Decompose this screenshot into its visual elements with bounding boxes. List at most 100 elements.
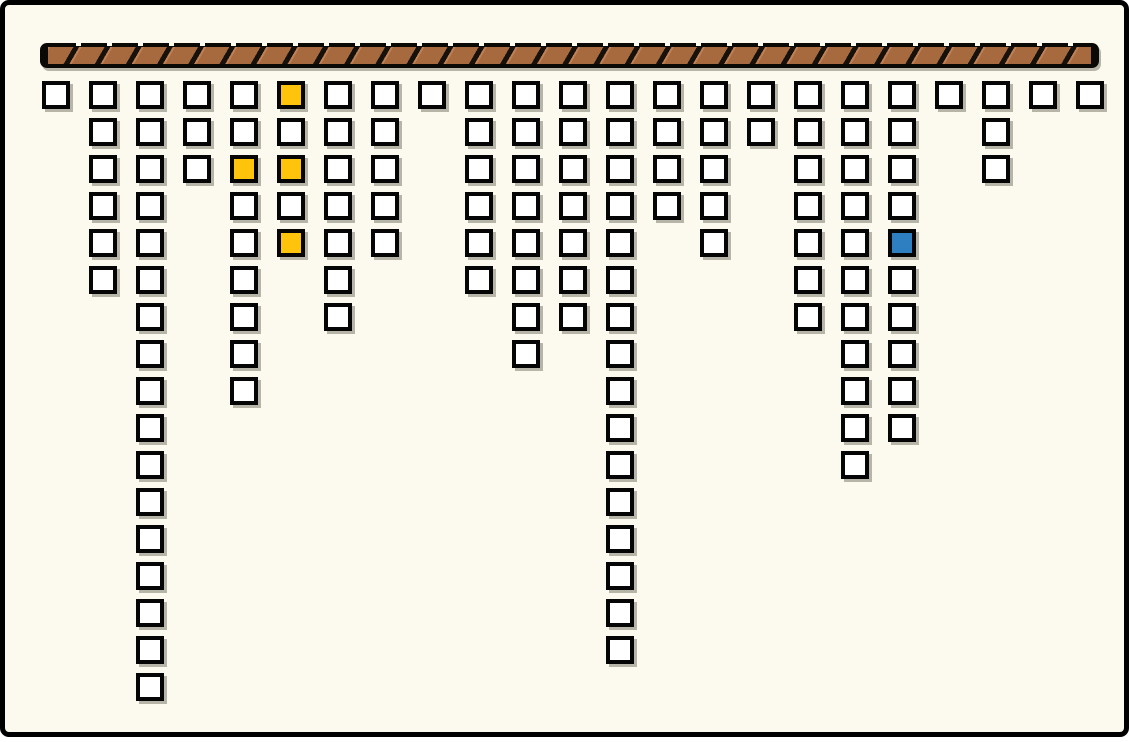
block-col3-row8[interactable] — [136, 340, 164, 368]
block-col7-row2[interactable] — [324, 118, 352, 146]
block-col15-row1[interactable] — [700, 81, 728, 109]
block-col3-row4[interactable] — [136, 192, 164, 220]
block-col13-row4[interactable] — [606, 192, 634, 220]
block-col7-row1[interactable] — [324, 81, 352, 109]
block-col11-row1[interactable] — [512, 81, 540, 109]
block-col13-row5[interactable] — [606, 229, 634, 257]
block-col19-row2[interactable] — [888, 118, 916, 146]
block-col18-row8[interactable] — [841, 340, 869, 368]
block-col3-row1[interactable] — [136, 81, 164, 109]
block-col16-row2[interactable] — [747, 118, 775, 146]
block-col10-row3[interactable] — [465, 155, 493, 183]
block-col21-row2[interactable] — [982, 118, 1010, 146]
block-col16-row1[interactable] — [747, 81, 775, 109]
block-col8-row3[interactable] — [371, 155, 399, 183]
block-col3-row2[interactable] — [136, 118, 164, 146]
blue-block-col19-row5[interactable] — [888, 229, 916, 257]
block-col13-row16[interactable] — [606, 636, 634, 664]
block-col11-row7[interactable] — [512, 303, 540, 331]
block-col8-row2[interactable] — [371, 118, 399, 146]
block-col10-row4[interactable] — [465, 192, 493, 220]
block-col21-row1[interactable] — [982, 81, 1010, 109]
block-col3-row3[interactable] — [136, 155, 164, 183]
block-col13-row7[interactable] — [606, 303, 634, 331]
block-col13-row8[interactable] — [606, 340, 634, 368]
block-col1-row1[interactable] — [42, 81, 70, 109]
block-col7-row3[interactable] — [324, 155, 352, 183]
block-col11-row8[interactable] — [512, 340, 540, 368]
block-col8-row5[interactable] — [371, 229, 399, 257]
block-col7-row6[interactable] — [324, 266, 352, 294]
block-col3-row14[interactable] — [136, 562, 164, 590]
block-col19-row4[interactable] — [888, 192, 916, 220]
block-col3-row15[interactable] — [136, 599, 164, 627]
block-col6-row2[interactable] — [277, 118, 305, 146]
block-col11-row5[interactable] — [512, 229, 540, 257]
block-col18-row1[interactable] — [841, 81, 869, 109]
block-col10-row5[interactable] — [465, 229, 493, 257]
block-col3-row5[interactable] — [136, 229, 164, 257]
block-col18-row2[interactable] — [841, 118, 869, 146]
block-col11-row4[interactable] — [512, 192, 540, 220]
block-col13-row3[interactable] — [606, 155, 634, 183]
block-col5-row5[interactable] — [230, 229, 258, 257]
block-col5-row9[interactable] — [230, 377, 258, 405]
block-col17-row3[interactable] — [794, 155, 822, 183]
block-col15-row5[interactable] — [700, 229, 728, 257]
block-col15-row3[interactable] — [700, 155, 728, 183]
block-col12-row3[interactable] — [559, 155, 587, 183]
block-col3-row9[interactable] — [136, 377, 164, 405]
block-col17-row1[interactable] — [794, 81, 822, 109]
block-col5-row2[interactable] — [230, 118, 258, 146]
block-col4-row2[interactable] — [183, 118, 211, 146]
block-col4-row1[interactable] — [183, 81, 211, 109]
block-col14-row1[interactable] — [653, 81, 681, 109]
block-col13-row11[interactable] — [606, 451, 634, 479]
block-col13-row6[interactable] — [606, 266, 634, 294]
block-col12-row5[interactable] — [559, 229, 587, 257]
block-col20-row1[interactable] — [935, 81, 963, 109]
block-col13-row2[interactable] — [606, 118, 634, 146]
block-col12-row1[interactable] — [559, 81, 587, 109]
block-col14-row2[interactable] — [653, 118, 681, 146]
block-col4-row3[interactable] — [183, 155, 211, 183]
block-col19-row7[interactable] — [888, 303, 916, 331]
block-col13-row13[interactable] — [606, 525, 634, 553]
block-col5-row4[interactable] — [230, 192, 258, 220]
block-col19-row1[interactable] — [888, 81, 916, 109]
block-col6-row4[interactable] — [277, 192, 305, 220]
block-col9-row1[interactable] — [418, 81, 446, 109]
block-col3-row6[interactable] — [136, 266, 164, 294]
block-col17-row5[interactable] — [794, 229, 822, 257]
block-col19-row6[interactable] — [888, 266, 916, 294]
block-col15-row2[interactable] — [700, 118, 728, 146]
block-col12-row6[interactable] — [559, 266, 587, 294]
block-col5-row7[interactable] — [230, 303, 258, 331]
block-col10-row1[interactable] — [465, 81, 493, 109]
block-col22-row1[interactable] — [1029, 81, 1057, 109]
block-col21-row3[interactable] — [982, 155, 1010, 183]
block-col3-row16[interactable] — [136, 636, 164, 664]
block-col2-row5[interactable] — [89, 229, 117, 257]
block-col23-row1[interactable] — [1076, 81, 1104, 109]
block-col18-row7[interactable] — [841, 303, 869, 331]
block-col7-row4[interactable] — [324, 192, 352, 220]
block-col7-row5[interactable] — [324, 229, 352, 257]
block-col2-row3[interactable] — [89, 155, 117, 183]
block-col13-row14[interactable] — [606, 562, 634, 590]
block-col19-row9[interactable] — [888, 377, 916, 405]
block-col7-row7[interactable] — [324, 303, 352, 331]
block-col15-row4[interactable] — [700, 192, 728, 220]
block-col3-row17[interactable] — [136, 673, 164, 701]
block-col3-row10[interactable] — [136, 414, 164, 442]
block-col12-row2[interactable] — [559, 118, 587, 146]
block-col17-row2[interactable] — [794, 118, 822, 146]
block-col11-row2[interactable] — [512, 118, 540, 146]
block-col3-row12[interactable] — [136, 488, 164, 516]
block-col11-row6[interactable] — [512, 266, 540, 294]
block-col13-row15[interactable] — [606, 599, 634, 627]
block-col13-row10[interactable] — [606, 414, 634, 442]
block-col12-row4[interactable] — [559, 192, 587, 220]
yellow-block-col6-row3[interactable] — [277, 155, 305, 183]
block-col8-row4[interactable] — [371, 192, 399, 220]
